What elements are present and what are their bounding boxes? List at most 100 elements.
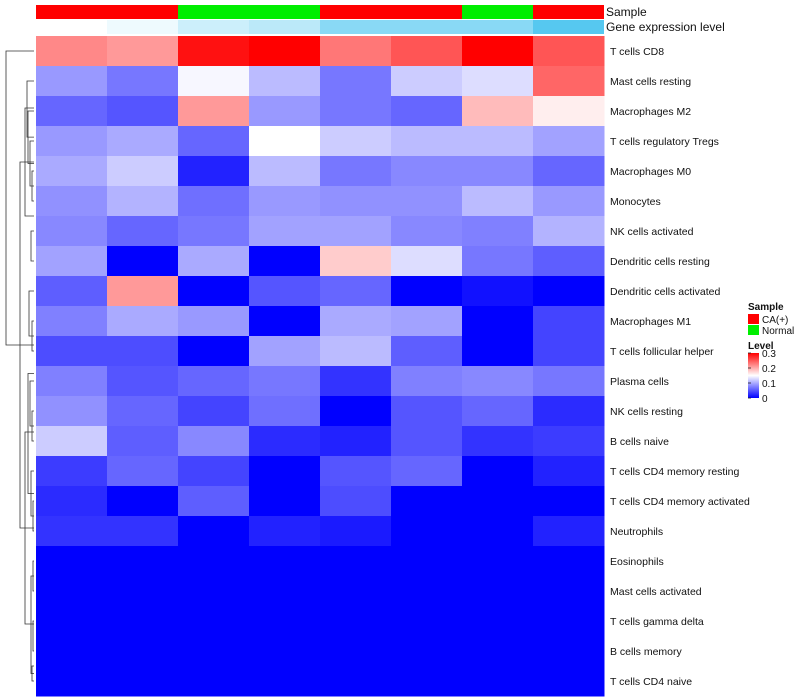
sample-annotation-cell: [107, 5, 178, 19]
heatmap-cell: [107, 186, 179, 217]
heatmap-cell: [36, 36, 108, 67]
heatmap-cell: [320, 636, 392, 667]
heatmap-cell: [320, 186, 392, 217]
heatmap-cell: [533, 366, 605, 397]
row-label: Macrophages M1: [610, 316, 691, 328]
heatmap-cell: [462, 546, 534, 577]
heatmap-cell: [249, 576, 321, 607]
heatmap-cell: [107, 336, 179, 367]
row-label: Mast cells resting: [610, 76, 691, 88]
heatmap-cell: [178, 396, 250, 427]
heatmap-cell: [36, 156, 108, 187]
heatmap-cell: [462, 126, 534, 157]
sample-annotation-label: Sample: [606, 5, 647, 19]
heatmap-cell: [36, 216, 108, 247]
heatmap-cell: [36, 96, 108, 127]
row-label: Eosinophils: [610, 556, 664, 568]
heatmap-cell: [249, 126, 321, 157]
heatmap-cell: [249, 186, 321, 217]
heatmap-cell: [391, 276, 463, 307]
heatmap-cell: [249, 66, 321, 97]
heatmap-cell: [178, 666, 250, 697]
heatmap-cell: [391, 126, 463, 157]
sample-annotation-cell: [249, 5, 320, 19]
heatmap-cell: [107, 156, 179, 187]
heatmap-cell: [320, 276, 392, 307]
heatmap-cell: [36, 126, 108, 157]
legend-tick-label: 0.1: [762, 379, 776, 390]
heatmap-cell: [320, 96, 392, 127]
sample-annotation-cell: [391, 5, 462, 19]
row-label: Macrophages M0: [610, 166, 691, 178]
row-label: Dendritic cells resting: [610, 256, 710, 268]
heatmap-cell: [107, 36, 179, 67]
heatmap-cell: [533, 576, 605, 607]
heatmap-cell: [36, 276, 108, 307]
heatmap-cell: [391, 66, 463, 97]
heatmap-cell: [320, 396, 392, 427]
heatmap-cell: [391, 576, 463, 607]
heatmap-cell: [178, 276, 250, 307]
heatmap-cell: [107, 366, 179, 397]
heatmap-cell: [533, 666, 605, 697]
heatmap-cells: [36, 36, 605, 697]
heatmap-cell: [178, 636, 250, 667]
legend-swatch-normal: [748, 325, 759, 335]
heatmap-cell: [107, 486, 179, 517]
sample-annotation-cell: [533, 5, 604, 19]
heatmap-cell: [320, 576, 392, 607]
heatmap-cell: [178, 576, 250, 607]
heatmap-cell: [391, 246, 463, 277]
heatmap-cell: [107, 216, 179, 247]
heatmap-cell: [391, 546, 463, 577]
row-label: B cells memory: [610, 646, 683, 658]
row-label: NK cells activated: [610, 226, 694, 238]
heatmap-cell: [391, 306, 463, 337]
row-label: Plasma cells: [610, 376, 669, 388]
heatmap-cell: [178, 486, 250, 517]
heatmap-cell: [178, 66, 250, 97]
legend-level-title: Level: [748, 341, 774, 352]
heatmap-cell: [320, 66, 392, 97]
row-label: T cells regulatory Tregs: [610, 136, 719, 148]
heatmap-cell: [320, 456, 392, 487]
heatmap-cell: [391, 666, 463, 697]
heatmap-cell: [249, 516, 321, 547]
expression-annotation-cell: [107, 20, 178, 34]
heatmap-cell: [533, 306, 605, 337]
heatmap-cell: [249, 456, 321, 487]
row-label: T cells CD8: [610, 46, 664, 58]
legend-label-ca: CA(+): [762, 315, 788, 326]
heatmap-cell: [533, 486, 605, 517]
sample-annotation-cell: [462, 5, 533, 19]
heatmap-cell: [107, 426, 179, 457]
heatmap-cell: [178, 186, 250, 217]
heatmap-cell: [533, 546, 605, 577]
heatmap-cell: [320, 486, 392, 517]
heatmap-cell: [107, 516, 179, 547]
heatmap-cell: [249, 96, 321, 127]
heatmap-cell: [391, 516, 463, 547]
heatmap-cell: [462, 366, 534, 397]
row-label: T cells CD4 memory activated: [610, 496, 750, 508]
heatmap-cell: [36, 636, 108, 667]
expression-annotation-cell: [320, 20, 391, 34]
heatmap-cell: [462, 66, 534, 97]
heatmap-cell: [320, 366, 392, 397]
heatmap-cell: [533, 246, 605, 277]
heatmap-cell: [533, 96, 605, 127]
heatmap-cell: [107, 246, 179, 277]
heatmap-cell: [320, 606, 392, 637]
heatmap-cell: [107, 276, 179, 307]
row-label: B cells naive: [610, 436, 669, 448]
heatmap-cell: [36, 606, 108, 637]
dendrogram-branches: [5, 50, 34, 682]
heatmap-cell: [36, 486, 108, 517]
heatmap-cell: [36, 396, 108, 427]
sample-annotation-cell: [320, 5, 391, 19]
heatmap-cell: [391, 456, 463, 487]
row-labels: T cells CD8 Mast cells resting Macrophages…: [610, 46, 750, 688]
heatmap-cell: [462, 426, 534, 457]
heatmap-cell: [391, 486, 463, 517]
heatmap-cell: [178, 366, 250, 397]
